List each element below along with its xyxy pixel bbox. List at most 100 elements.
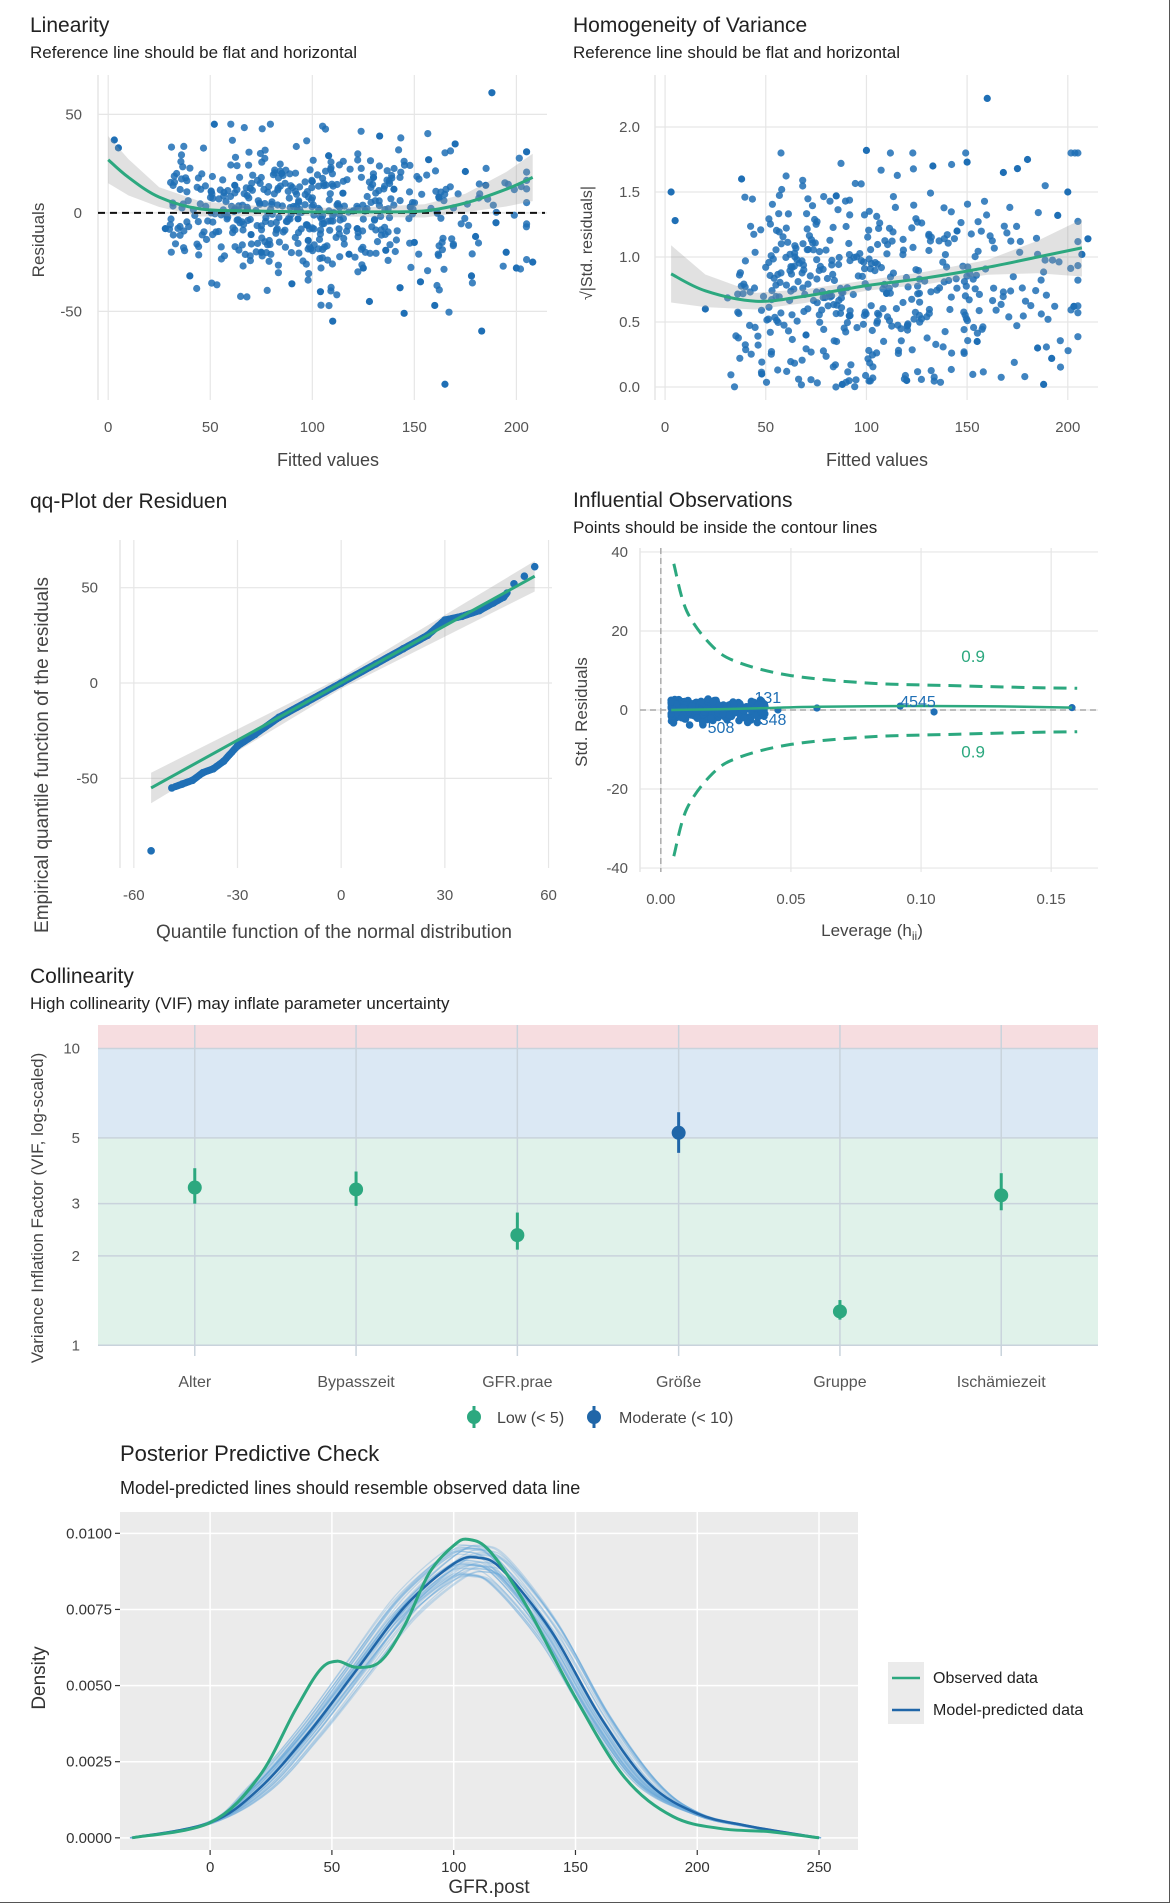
linearity-point <box>274 269 282 277</box>
legend-moderate-swatch <box>587 1410 601 1424</box>
linearity-point <box>196 200 204 208</box>
homogeneity-point <box>1055 258 1063 266</box>
collinearity-xtick-label: Alter <box>178 1374 212 1391</box>
homogeneity-point <box>1074 217 1082 225</box>
homogeneity-point <box>819 294 827 302</box>
linearity-point <box>396 173 404 181</box>
ppcheck-predicted-draw <box>133 1553 822 1839</box>
linearity-point <box>257 248 265 256</box>
linearity-point <box>274 261 282 269</box>
ppcheck-xlabel: GFR.post <box>448 1877 530 1898</box>
linearity-point <box>183 188 191 196</box>
influential-xtick-label: 0.10 <box>906 891 935 908</box>
influential-smooth-line <box>671 704 1073 712</box>
linearity-point <box>357 127 365 135</box>
homogeneity-point <box>1040 268 1048 276</box>
homogeneity-point <box>735 271 744 279</box>
linearity-point <box>434 251 443 260</box>
homogeneity-point <box>734 334 743 342</box>
influential-point <box>678 714 686 722</box>
homogeneity-point <box>853 324 861 332</box>
linearity-point <box>445 308 453 316</box>
homogeneity-point <box>803 246 811 254</box>
collinearity-ytick-label: 2 <box>72 1248 80 1265</box>
homogeneity-point <box>671 217 679 225</box>
homogeneity-point <box>791 242 799 250</box>
linearity-point <box>198 170 206 178</box>
linearity-point <box>390 185 398 193</box>
homogeneity-point <box>1074 262 1082 270</box>
linearity-point <box>262 214 270 222</box>
ppcheck-xtick-label: 50 <box>324 1859 341 1876</box>
homogeneity-point <box>1056 337 1064 345</box>
linearity-point <box>207 187 215 195</box>
homogeneity-smooth-line <box>670 246 1083 303</box>
homogeneity-point <box>1044 315 1052 323</box>
linearity-point <box>238 241 246 249</box>
ppcheck-predicted-draw <box>131 1559 819 1839</box>
linearity-xtick-label: 0 <box>104 419 112 436</box>
linearity-point <box>183 177 191 185</box>
homogeneity-point <box>828 256 836 264</box>
ppcheck-xtick-label: 200 <box>685 1859 710 1876</box>
homogeneity-point <box>772 246 780 254</box>
homogeneity-point <box>960 308 968 316</box>
linearity-point <box>451 140 459 148</box>
homogeneity-point <box>974 218 982 226</box>
homogeneity-point <box>1027 302 1035 310</box>
homogeneity-point <box>861 265 869 273</box>
homogeneity-point <box>859 320 868 328</box>
homogeneity-point <box>822 352 830 360</box>
homogeneity-point <box>858 272 867 280</box>
linearity-point <box>240 124 248 132</box>
homogeneity-point <box>1006 203 1014 211</box>
linearity-point <box>308 224 316 232</box>
linearity-point <box>319 174 327 182</box>
linearity-point <box>286 215 294 223</box>
qq-point <box>188 776 197 785</box>
linearity-point <box>186 272 194 280</box>
homogeneity-point <box>851 179 859 188</box>
homogeneity-point <box>765 215 773 223</box>
homogeneity-point <box>791 249 799 257</box>
homogeneity-point <box>736 354 744 362</box>
linearity-point <box>231 181 239 189</box>
ppcheck-predicted-draw <box>131 1563 819 1839</box>
homogeneity-point <box>826 197 834 205</box>
linearity-point <box>235 246 243 254</box>
homogeneity-point <box>751 248 759 256</box>
homogeneity-point <box>775 191 784 199</box>
homogeneity-point <box>811 215 819 224</box>
homogeneity-point <box>782 281 791 289</box>
homogeneity-point <box>1021 297 1030 305</box>
homogeneity-point <box>807 376 815 384</box>
linearity-point <box>231 153 240 161</box>
homogeneity-point <box>932 340 940 348</box>
linearity-point <box>281 179 289 187</box>
homogeneity-point <box>826 293 835 301</box>
homogeneity-point <box>873 212 881 220</box>
homogeneity-point <box>832 192 840 200</box>
linearity-point <box>343 176 351 184</box>
ppcheck-predicted-draw <box>130 1550 818 1839</box>
linearity-point <box>325 302 333 310</box>
influential-point <box>747 697 756 706</box>
qq-xlabel: Quantile function of the normal distribu… <box>156 922 512 943</box>
homogeneity-point <box>1074 238 1082 246</box>
linearity-point <box>261 146 269 154</box>
homogeneity-point <box>1042 343 1050 351</box>
homogeneity-point <box>867 246 875 254</box>
linearity-point <box>258 234 266 242</box>
linearity-point <box>523 168 531 176</box>
homogeneity-point <box>867 260 875 268</box>
ppcheck-predicted-draw <box>130 1567 818 1839</box>
influential-ytick-label: -20 <box>606 781 628 798</box>
linearity-point <box>307 245 315 253</box>
linearity-point <box>365 297 374 306</box>
linearity-point <box>461 167 469 176</box>
linearity-point <box>478 327 486 335</box>
linearity-point <box>387 195 395 203</box>
linearity-point <box>424 267 432 275</box>
homogeneity-point <box>1070 302 1078 310</box>
homogeneity-point <box>990 284 998 292</box>
